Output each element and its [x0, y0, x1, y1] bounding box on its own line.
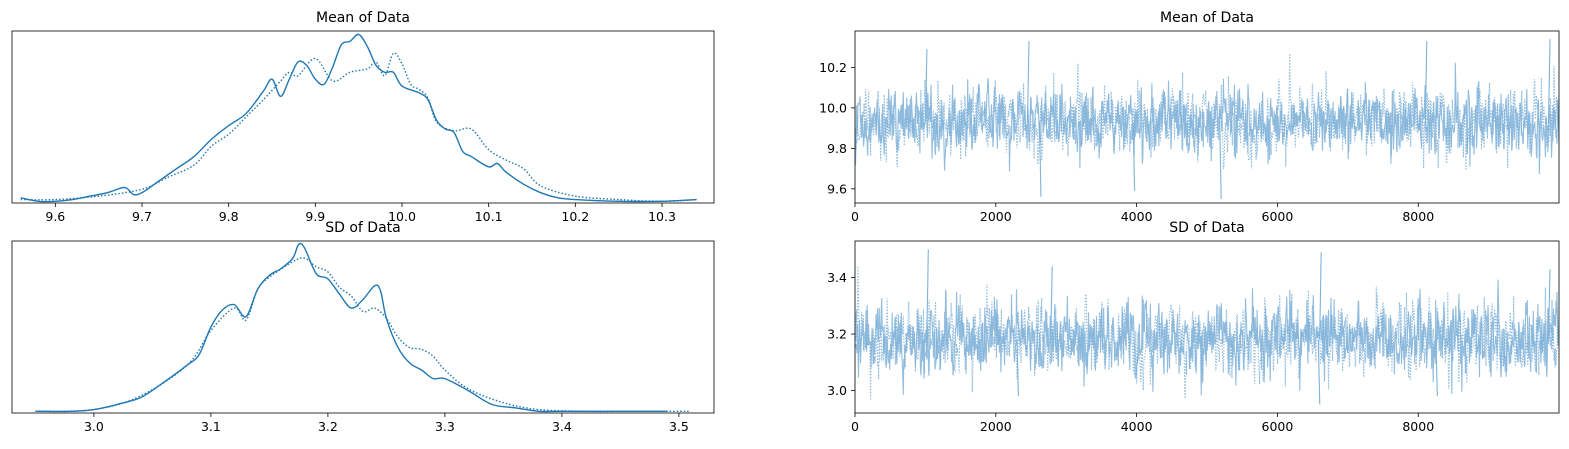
x-tick-label: 10.2: [561, 209, 589, 224]
trace-spike: [1317, 339, 1321, 405]
axes-frame: [11, 30, 715, 204]
x-tick-label: 3.3: [435, 419, 455, 434]
kde-line-chain-2: [35, 257, 691, 413]
trace-spike: [1435, 339, 1438, 397]
x-tick-label: 8000: [1402, 209, 1434, 224]
panel-sd-kde: 3.0 3.1 3.2 3.3 3.4 3.5 SD of Data: [11, 220, 715, 434]
kde-line-chain-2: [20, 52, 697, 202]
trace-spike: [1038, 122, 1042, 197]
axes-frame: [854, 30, 1560, 204]
trace-spike: [1547, 39, 1551, 123]
kde-line-chain-1: [35, 242, 668, 413]
x-tick-label: 3.0: [84, 419, 104, 434]
x-tick-label: 6000: [1262, 419, 1294, 434]
x-tick-label: 2000: [980, 209, 1012, 224]
x-tick-label: 3.2: [318, 419, 338, 434]
x-tick-label: 9.7: [132, 209, 152, 224]
panel-mean-kde: Mean of Data 9.6 9.7 9.8 9.9 10.0 10.1 10.2 10.…: [11, 10, 715, 224]
trace-spike: [1026, 41, 1030, 123]
x-tick-label: 10.0: [388, 209, 416, 224]
trace-spike: [1319, 252, 1322, 340]
trace-line-chain-1: [855, 279, 1559, 396]
axes-frame: [11, 240, 715, 414]
x-tick-label: 10.3: [648, 209, 676, 224]
x-tick-label: 3.1: [201, 419, 221, 434]
x-tick-label: 3.5: [669, 419, 689, 434]
trace-spike: [1016, 339, 1019, 397]
x-tick-label: 9.6: [45, 209, 65, 224]
x-tick-label: 6000: [1262, 209, 1294, 224]
panel-title: Mean of Data: [1160, 10, 1254, 26]
trace-line-chain-2: [855, 53, 1559, 171]
x-tick-label: 0: [851, 209, 859, 224]
trace-line-chain-2: [855, 266, 1559, 401]
axes-frame: [854, 240, 1560, 414]
y-tick-label: 3.2: [827, 327, 847, 342]
y-tick-label: 10.2: [819, 60, 847, 75]
x-tick-label: 4000: [1121, 209, 1153, 224]
y-tick-label: 9.6: [827, 181, 847, 196]
y-tick-label: 9.8: [827, 141, 847, 156]
x-tick-label: 9.8: [219, 209, 239, 224]
trace-spike: [1219, 122, 1222, 199]
x-tick-label: 8000: [1402, 419, 1434, 434]
trace-spike: [924, 49, 928, 123]
x-tick-label: 3.4: [552, 419, 572, 434]
trace-spike: [1547, 269, 1551, 340]
panel-title: SD of Data: [325, 220, 401, 236]
x-tick-label: 2000: [980, 419, 1012, 434]
kde-line-chain-1: [20, 33, 697, 203]
trace-line-chain-1: [855, 62, 1559, 175]
x-tick-label: 0: [851, 419, 859, 434]
y-tick-label: 3.4: [827, 270, 847, 285]
x-tick-label: 4000: [1121, 419, 1153, 434]
panel-mean-trace: Mean of Data 0 2000 4000 6000 8000 9.6 9.8 10.…: [819, 10, 1560, 224]
y-tick-label: 10.0: [819, 100, 847, 115]
panel-title: SD of Data: [1169, 220, 1245, 236]
trace-spike: [926, 249, 929, 340]
y-tick-label: 3.0: [827, 383, 847, 398]
trace-spike: [1424, 41, 1428, 123]
x-tick-label: 9.9: [305, 209, 325, 224]
panel-sd-trace: 0 2000 4000 6000 8000 3.0 3.2 3.4 SD of Data: [827, 220, 1560, 434]
trace-spike: [1050, 266, 1053, 340]
x-tick-label: 10.1: [475, 209, 503, 224]
panel-title: Mean of Data: [316, 10, 410, 26]
trace-spike: [1132, 122, 1136, 191]
